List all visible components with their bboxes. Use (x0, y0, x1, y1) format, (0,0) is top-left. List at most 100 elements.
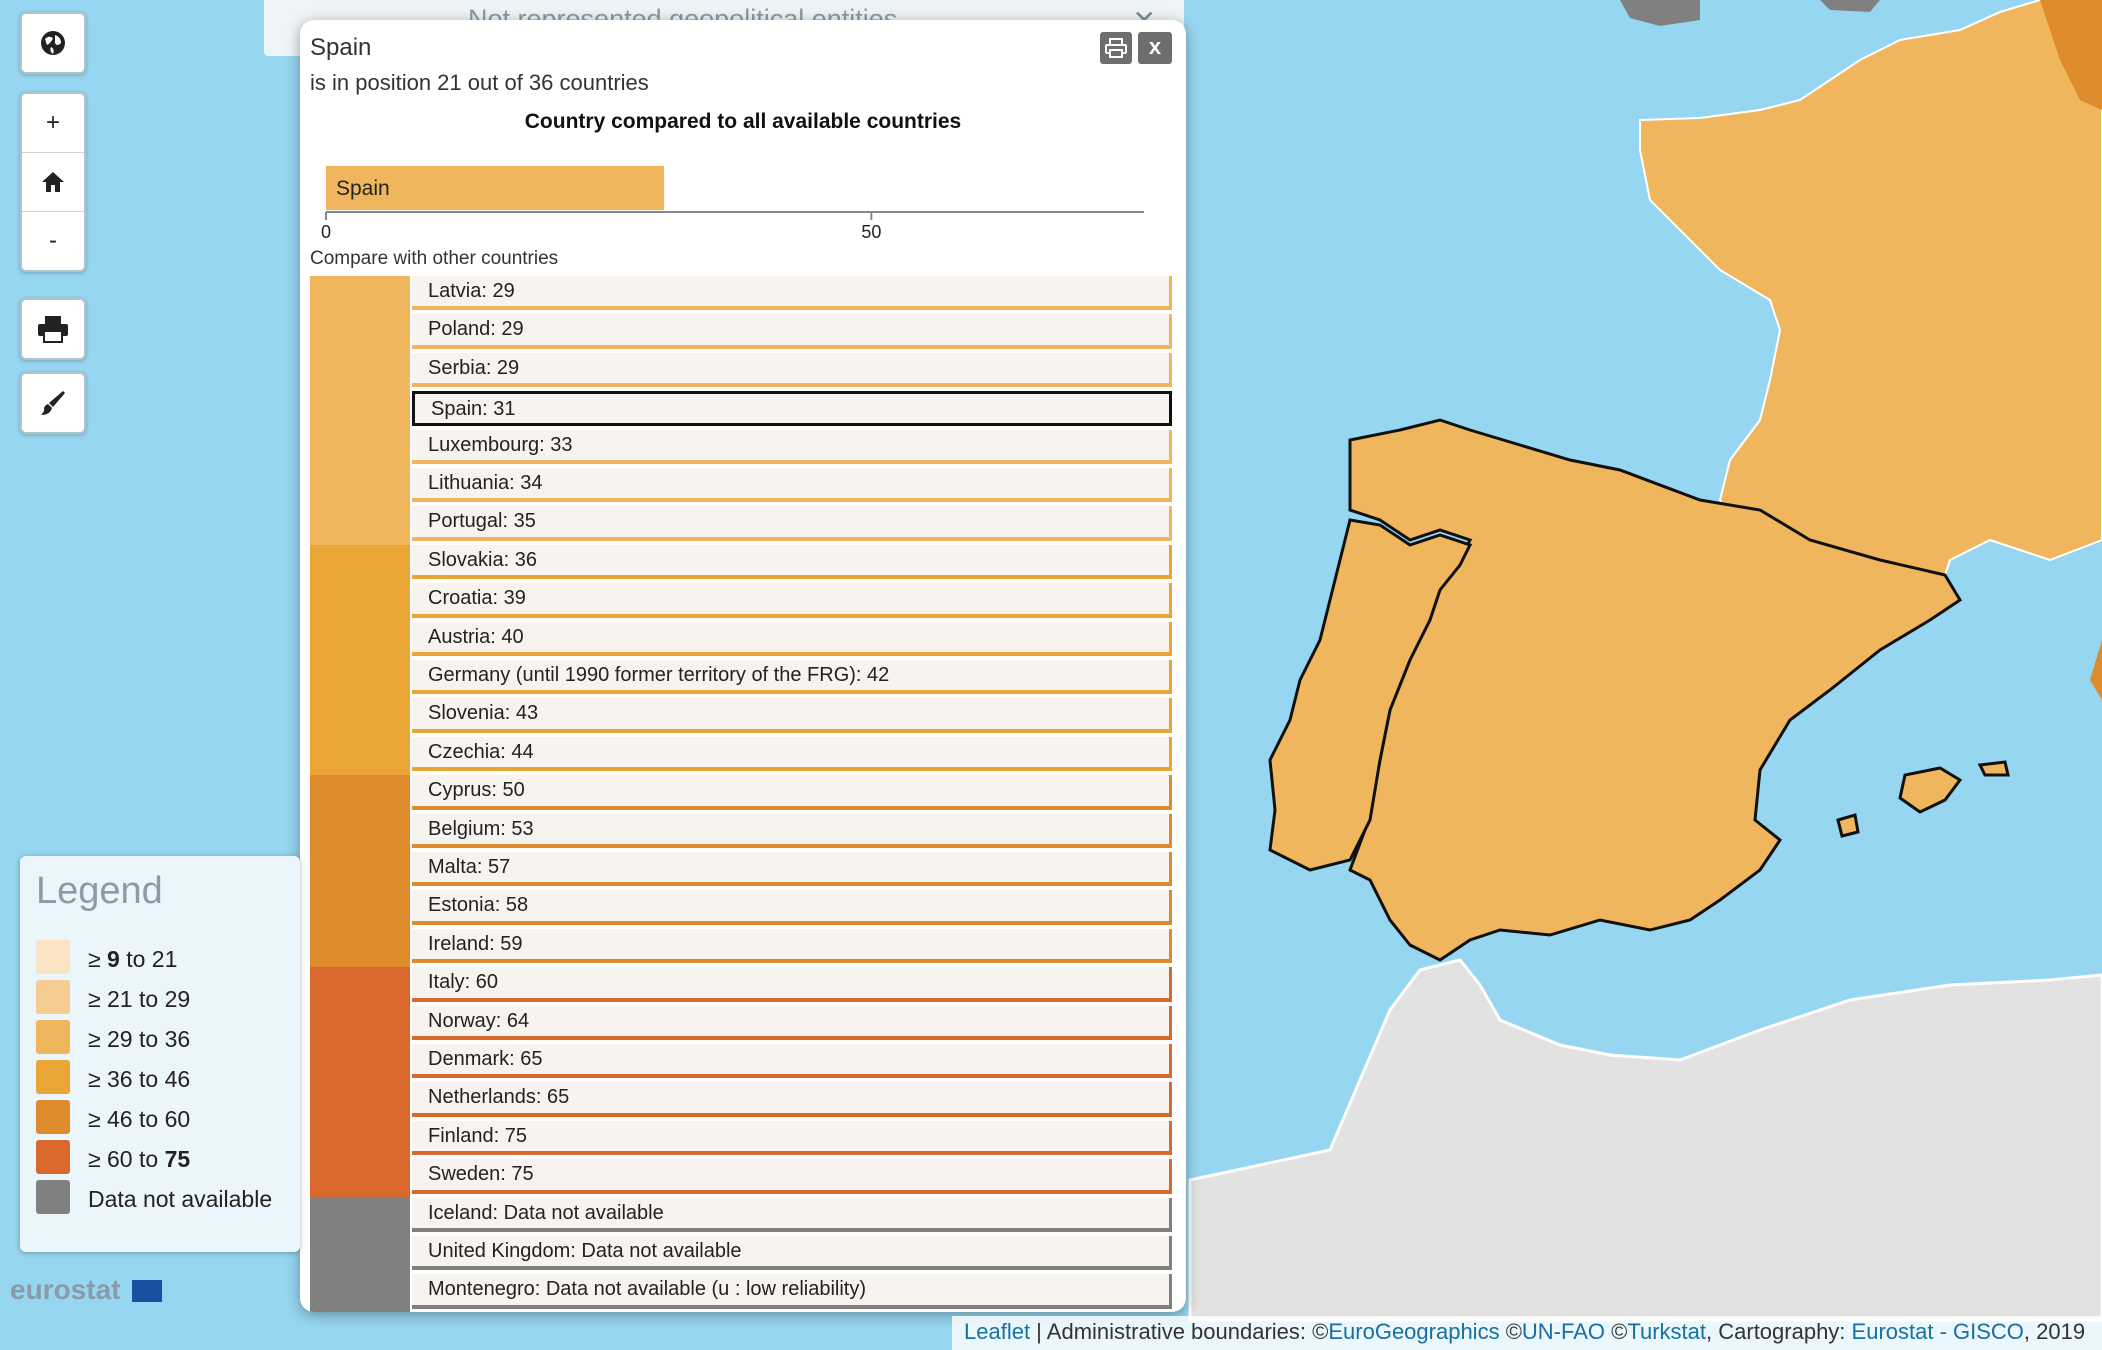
style-control[interactable] (20, 372, 86, 434)
ranking-row[interactable]: Montenegro: Data not available (u : low … (310, 1274, 1178, 1312)
ranking-item[interactable]: Finland: 75 (412, 1120, 1172, 1156)
legend-title: Legend (36, 870, 163, 912)
ranking-row[interactable]: Netherlands: 65 (310, 1082, 1178, 1122)
print-button[interactable] (22, 300, 84, 358)
ranking-row[interactable]: Cyprus: 50 (310, 775, 1178, 815)
ranking-row[interactable]: Denmark: 65 (310, 1044, 1178, 1084)
ranking-row[interactable]: Iceland: Data not available (310, 1197, 1178, 1237)
gisco-link[interactable]: Eurostat - GISCO (1851, 1319, 2024, 1344)
legend-label: ≥ 60 to 75 (88, 1146, 190, 1173)
eurostat-logo[interactable]: eurostat (10, 1274, 121, 1305)
ranking-class-swatch (310, 583, 410, 623)
ranking-item[interactable]: Italy: 60 (412, 967, 1172, 1002)
legend-label-part: Data not available (88, 1186, 273, 1212)
ranking-item[interactable]: Ireland: 59 (412, 928, 1172, 964)
ranking-row[interactable]: Slovenia: 43 (310, 698, 1178, 738)
leaflet-link[interactable]: Leaflet (964, 1319, 1031, 1344)
globe-button[interactable] (22, 14, 84, 72)
map-region-italy (2040, 0, 2102, 110)
zoom-in-button[interactable]: + (45, 109, 60, 136)
ranking-item[interactable]: Cyprus: 50 (412, 775, 1172, 810)
turkstat-link[interactable]: Turkstat (1627, 1319, 1707, 1344)
ranking-row[interactable]: Estonia: 58 (310, 890, 1178, 930)
map-region-corsica (2090, 640, 2102, 700)
ranking-row[interactable]: Norway: 64 (310, 1005, 1178, 1045)
popup-subtitle: is in position 21 out of 36 countries (310, 70, 649, 95)
ranking-label: Croatia: 39 (428, 587, 526, 610)
map-attribution: Leaflet | Administrative boundaries: ©Eu… (952, 1316, 2102, 1350)
ranking-item[interactable]: Spain: 31 (412, 391, 1172, 426)
ranking-class-swatch (310, 429, 410, 469)
ranking-item[interactable]: Sweden: 75 (412, 1159, 1172, 1194)
ranking-row[interactable]: Finland: 75 (310, 1120, 1178, 1161)
ranking-item[interactable]: Poland: 29 (412, 314, 1172, 349)
chart-bar (326, 166, 665, 210)
ranking-item[interactable]: Portugal: 35 (412, 506, 1172, 541)
ranking-item[interactable]: Czechia: 44 (412, 736, 1172, 772)
legend-label-part: 29 (164, 986, 191, 1012)
ranking-row[interactable]: Malta: 57 (310, 852, 1178, 892)
ranking-item[interactable]: Slovenia: 43 (412, 698, 1172, 733)
ranking-row[interactable]: Spain: 31 (310, 391, 1178, 431)
ranking-class-swatch (310, 352, 410, 393)
ranking-label: Germany (until 1990 former territory of … (428, 664, 890, 686)
ranking-item[interactable]: Austria: 40 (412, 621, 1172, 656)
ranking-row[interactable]: United Kingdom: Data not available (310, 1236, 1178, 1276)
home-button[interactable] (22, 152, 84, 211)
ranking-item[interactable]: Croatia: 39 (412, 583, 1172, 618)
ranking-row[interactable]: Portugal: 35 (310, 506, 1178, 546)
ranking-row[interactable]: Luxembourg: 33 (310, 429, 1178, 469)
ranking-label: Finland: 75 (428, 1124, 527, 1147)
ranking-row[interactable]: Latvia: 29 (310, 276, 1178, 316)
ranking-class-swatch (310, 967, 410, 1007)
ranking-item[interactable]: Malta: 57 (412, 852, 1172, 887)
ranking-row[interactable]: Germany (until 1990 former territory of … (310, 660, 1178, 700)
ranking-item[interactable]: Montenegro: Data not available (u : low … (412, 1274, 1172, 1309)
print-control[interactable] (20, 298, 86, 360)
ranking-item[interactable]: Belgium: 53 (412, 813, 1172, 848)
ranking-class-swatch (310, 1120, 410, 1161)
ranking-label: Serbia: 29 (428, 356, 520, 379)
ranking-row[interactable]: Ireland: 59 (310, 928, 1178, 969)
ranking-class-swatch (310, 276, 410, 316)
ranking-item[interactable]: Norway: 64 (412, 1005, 1172, 1040)
ranking-label: Norway: 64 (428, 1009, 530, 1032)
zoom-out-button[interactable]: - (22, 211, 84, 270)
unfao-link[interactable]: UN-FAO (1521, 1319, 1606, 1344)
ranking-item[interactable]: Estonia: 58 (412, 890, 1172, 925)
ranking-item[interactable]: Slovakia: 36 (412, 544, 1172, 580)
globe-control[interactable] (20, 12, 86, 74)
ranking-row[interactable]: Slovakia: 36 (310, 544, 1178, 585)
ranking-row[interactable]: Lithuania: 34 (310, 468, 1178, 508)
legend-label-part: 46 (164, 1066, 191, 1092)
ranking-row[interactable]: Belgium: 53 (310, 813, 1178, 853)
ranking-row[interactable]: Austria: 40 (310, 621, 1178, 661)
ranking-item[interactable]: Latvia: 29 (412, 276, 1172, 311)
ranking-item[interactable]: Serbia: 29 (412, 352, 1172, 388)
ranking-row[interactable]: Czechia: 44 (310, 736, 1178, 777)
ranking-item[interactable]: Iceland: Data not available (412, 1197, 1172, 1232)
ranking-row[interactable]: Serbia: 29 (310, 352, 1178, 393)
ranking-row[interactable]: Poland: 29 (310, 314, 1178, 354)
ranking-class-swatch (310, 314, 410, 354)
ranking-item[interactable]: Luxembourg: 33 (412, 429, 1172, 464)
ranking-row[interactable]: Croatia: 39 (310, 583, 1178, 623)
ranking-item[interactable]: Denmark: 65 (412, 1044, 1172, 1079)
style-button[interactable] (22, 374, 84, 432)
ranking-item[interactable]: United Kingdom: Data not available (412, 1236, 1172, 1271)
popup-close-button[interactable]: x (1138, 32, 1172, 64)
ranking-item[interactable]: Lithuania: 34 (412, 468, 1172, 503)
popup-print-button[interactable] (1100, 32, 1132, 64)
ranking-item[interactable]: Netherlands: 65 (412, 1082, 1172, 1117)
eurogeographics-link[interactable]: EuroGeographics (1328, 1319, 1500, 1344)
ranking-class-swatch (310, 1274, 410, 1312)
globe-icon (41, 31, 65, 55)
ranking-label: United Kingdom: Data not available (428, 1240, 742, 1262)
ranking-row[interactable]: Italy: 60 (310, 967, 1178, 1007)
legend-label-part: 9 (107, 946, 120, 972)
ranking-class-swatch (310, 621, 410, 661)
ranking-item[interactable]: Germany (until 1990 former territory of … (412, 660, 1172, 695)
map-region-uk (1620, 0, 1700, 26)
ranking-row[interactable]: Sweden: 75 (310, 1159, 1178, 1199)
legend-label-part: to (132, 1026, 165, 1052)
